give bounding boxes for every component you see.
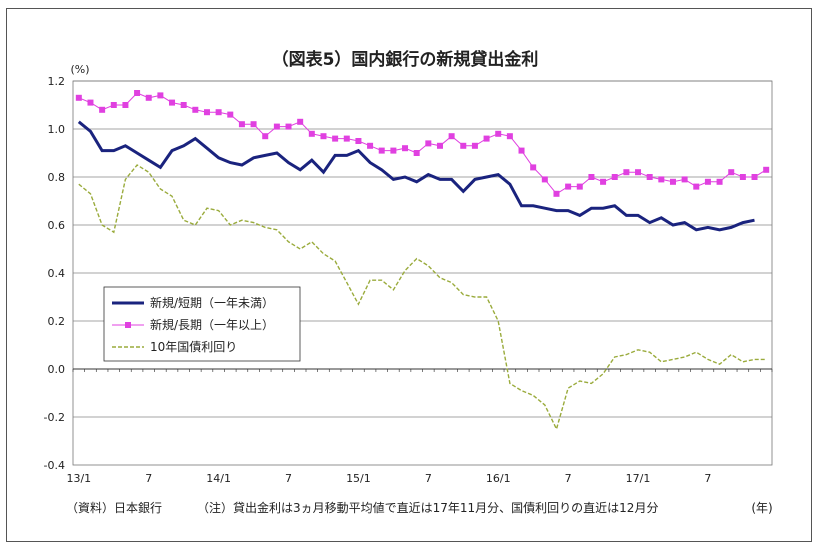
data-point [693, 183, 700, 190]
legend: 新規/短期（一年未満） 新規/長期（一年以上） 10年国債利回り [103, 286, 301, 362]
data-point [495, 130, 502, 137]
data-point [390, 147, 397, 154]
data-point [658, 176, 665, 183]
data-point [215, 109, 222, 116]
data-point [506, 133, 513, 140]
data-point [367, 142, 374, 149]
data-point [600, 178, 607, 185]
series-line-3 [78, 164, 767, 431]
data-point [227, 111, 234, 118]
data-point [588, 174, 595, 180]
source-note: （資料）日本銀行 [66, 501, 162, 515]
x-tick-label: 7 [704, 472, 711, 485]
x-tick-label: 7 [565, 472, 572, 485]
data-point [75, 94, 82, 101]
data-point [635, 169, 642, 176]
data-point [436, 142, 443, 149]
y-tick-label: 1.2 [48, 75, 66, 88]
footnote: （注）貸出金利は3ヵ月移動平均値で直近は17年11月分、国債利回りの直近は12月… [197, 500, 658, 515]
data-point [99, 106, 106, 113]
data-point [273, 123, 280, 130]
data-point [728, 169, 735, 176]
x-tick-label: 7 [285, 472, 292, 485]
data-point [413, 150, 420, 156]
data-point [180, 102, 187, 108]
data-point [332, 135, 339, 142]
data-point [402, 145, 409, 152]
data-point [87, 99, 94, 106]
data-point [681, 176, 688, 183]
data-point [378, 147, 385, 154]
data-point [110, 102, 117, 108]
data-point [460, 142, 467, 149]
data-point [297, 118, 304, 125]
legend-label: 新規/短期（一年未満） [150, 295, 274, 310]
x-unit-label: (年) [751, 501, 772, 515]
y-tick-label: 0.6 [48, 219, 66, 232]
chart-title: （図表5）国内銀行の新規貸出金利 [272, 49, 539, 70]
data-point [238, 121, 245, 128]
data-point [669, 178, 676, 185]
data-point [541, 176, 548, 183]
x-tick-label: 7 [425, 472, 432, 485]
data-point [308, 130, 315, 137]
series-line-1 [77, 120, 755, 232]
y-tick-label: 0.4 [48, 267, 66, 280]
data-point [448, 133, 455, 140]
y-tick-label: -0.4 [44, 459, 65, 472]
data-point [483, 135, 490, 142]
data-point [157, 92, 164, 99]
data-point [343, 135, 350, 142]
y-tick-label: -0.2 [44, 411, 65, 424]
data-point [716, 178, 723, 185]
data-point [145, 94, 152, 101]
x-tick-label: 7 [145, 472, 152, 485]
data-point [704, 178, 711, 185]
data-point [739, 174, 746, 180]
data-point [518, 147, 525, 154]
y-unit-label: (%) [70, 63, 89, 76]
data-point [763, 166, 770, 173]
data-point [646, 174, 653, 180]
data-point [262, 133, 269, 140]
data-point [192, 106, 199, 113]
data-point [471, 142, 478, 149]
data-point [565, 183, 572, 190]
chart: （図表5）国内銀行の新規貸出金利 (%) 1.2 1.0 0.8 0.6 0.4 0.2 0… [44, 49, 773, 515]
x-tick-label: 17/1 [626, 472, 651, 485]
x-tick-label: 16/1 [486, 472, 511, 485]
data-point [203, 109, 210, 116]
legend-label: 新規/長期（一年以上） [150, 317, 274, 332]
legend-marker [125, 322, 131, 328]
y-tick-label: 0.2 [48, 315, 66, 328]
data-point [250, 121, 257, 128]
data-point [576, 183, 583, 190]
legend-box [103, 286, 301, 362]
data-point [355, 138, 362, 144]
data-point [134, 90, 141, 96]
data-point [122, 102, 129, 108]
data-point [169, 99, 176, 106]
x-tick-label: 14/1 [206, 472, 231, 485]
data-point [320, 133, 327, 140]
data-point [751, 174, 758, 180]
chart-frame: （図表5）国内銀行の新規貸出金利 (%) 1.2 1.0 0.8 0.6 0.4 0.2 0… [6, 8, 812, 542]
data-point [530, 164, 537, 171]
data-point [611, 174, 618, 180]
plot-area [72, 80, 773, 466]
y-tick-label: 1.0 [48, 123, 66, 136]
x-tick-label: 15/1 [346, 472, 371, 485]
legend-label: 10年国債利回り [150, 339, 237, 354]
data-point [553, 190, 560, 197]
data-point [285, 123, 292, 130]
y-tick-label: 0.8 [48, 171, 66, 184]
y-tick-label: 0.0 [48, 363, 66, 376]
data-point [425, 140, 432, 147]
x-tick-label: 13/1 [66, 472, 91, 485]
data-point [623, 169, 630, 176]
